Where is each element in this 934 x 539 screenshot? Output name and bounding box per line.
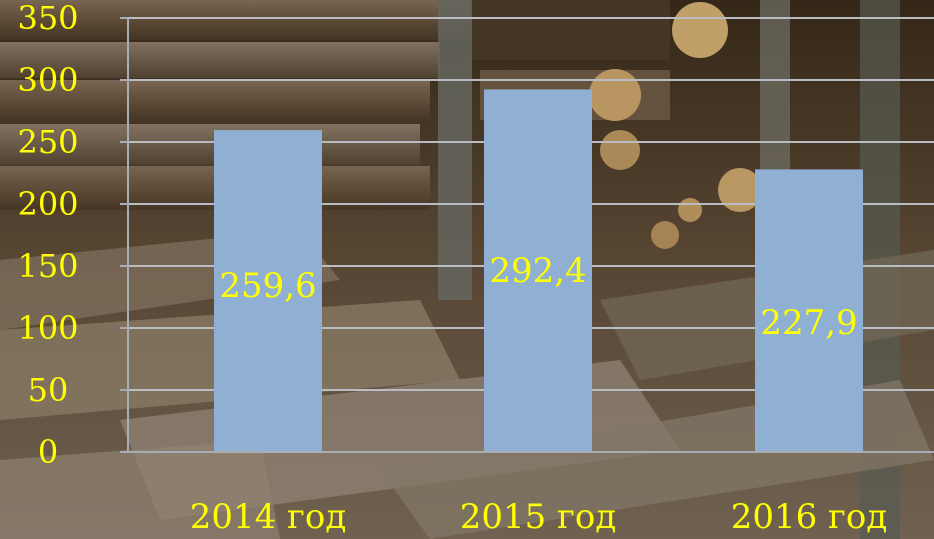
- y-tick-label: 250: [17, 123, 78, 161]
- y-tick-label: 350: [17, 0, 78, 37]
- y-tick-label: 300: [17, 61, 78, 99]
- axes: [120, 17, 934, 453]
- bars: [214, 89, 863, 453]
- y-tick-label: 100: [17, 309, 78, 347]
- bar-value-label: 259,6: [219, 266, 316, 306]
- bar: [755, 169, 863, 453]
- bar: [484, 89, 592, 452]
- bar: [214, 130, 322, 452]
- y-tick-label: 150: [17, 247, 78, 285]
- x-category-label: 2015 год: [460, 497, 617, 537]
- x-category-label: 2014 год: [190, 497, 347, 537]
- y-tick-label: 200: [17, 185, 78, 223]
- y-tick-label: 50: [28, 371, 69, 409]
- labels: 0 50 100 150 200 250 300 350 259,6 2014 год 292,4 2…: [17, 0, 887, 537]
- y-tick-label: 0: [38, 433, 58, 471]
- bar-value-label: 292,4: [489, 251, 586, 291]
- x-category-label: 2016 год: [731, 497, 888, 537]
- bar-value-label: 227,9: [760, 303, 857, 343]
